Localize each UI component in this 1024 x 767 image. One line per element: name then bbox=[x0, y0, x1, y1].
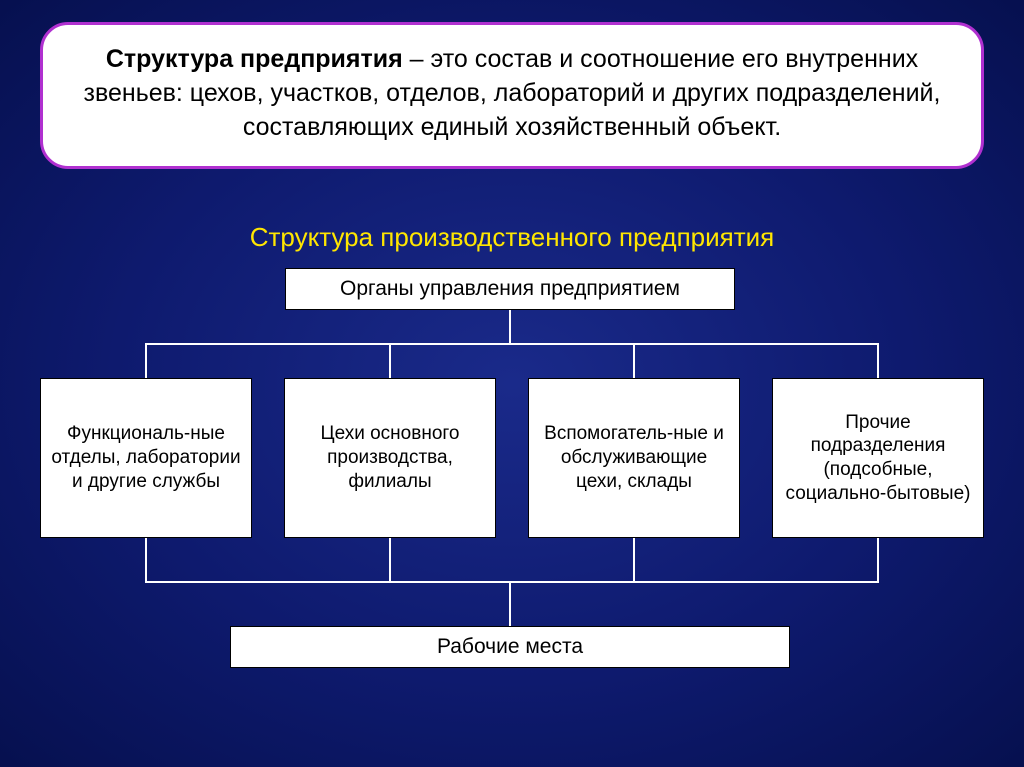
connector-line bbox=[877, 344, 879, 378]
slide-content: Структура предприятия – это состав и соо… bbox=[0, 0, 1024, 767]
node-mid-1-label: Цехи основного производства, филиалы bbox=[295, 422, 485, 493]
connector-line bbox=[145, 581, 879, 583]
node-mid-3-label: Прочие подразделения (подсобные, социаль… bbox=[783, 411, 973, 506]
node-bottom: Рабочие места bbox=[230, 626, 790, 668]
node-mid-1: Цехи основного производства, филиалы bbox=[284, 378, 496, 538]
chart-title: Структура производственного предприятия bbox=[0, 222, 1024, 253]
connector-line bbox=[509, 582, 511, 626]
node-top: Органы управления предприятием bbox=[285, 268, 735, 310]
definition-box: Структура предприятия – это состав и соо… bbox=[40, 22, 984, 169]
connector-line bbox=[145, 343, 879, 345]
node-mid-0-label: Функциональ-ные отделы, лаборатории и др… bbox=[51, 422, 241, 493]
connector-line bbox=[145, 538, 147, 582]
connector-line bbox=[633, 344, 635, 378]
connector-line bbox=[145, 344, 147, 378]
definition-term: Структура предприятия bbox=[106, 45, 403, 73]
node-mid-3: Прочие подразделения (подсобные, социаль… bbox=[772, 378, 984, 538]
connector-line bbox=[389, 538, 391, 582]
connector-line bbox=[877, 538, 879, 582]
node-top-label: Органы управления предприятием bbox=[340, 276, 680, 302]
org-chart: Органы управления предприятием Функциона… bbox=[40, 268, 984, 727]
node-mid-2-label: Вспомогатель-ные и обслуживающие цехи, с… bbox=[539, 422, 729, 493]
connector-line bbox=[633, 538, 635, 582]
node-bottom-label: Рабочие места bbox=[437, 634, 583, 660]
connector-line bbox=[509, 310, 511, 344]
connector-line bbox=[389, 344, 391, 378]
node-mid-2: Вспомогатель-ные и обслуживающие цехи, с… bbox=[528, 378, 740, 538]
node-mid-0: Функциональ-ные отделы, лаборатории и др… bbox=[40, 378, 252, 538]
